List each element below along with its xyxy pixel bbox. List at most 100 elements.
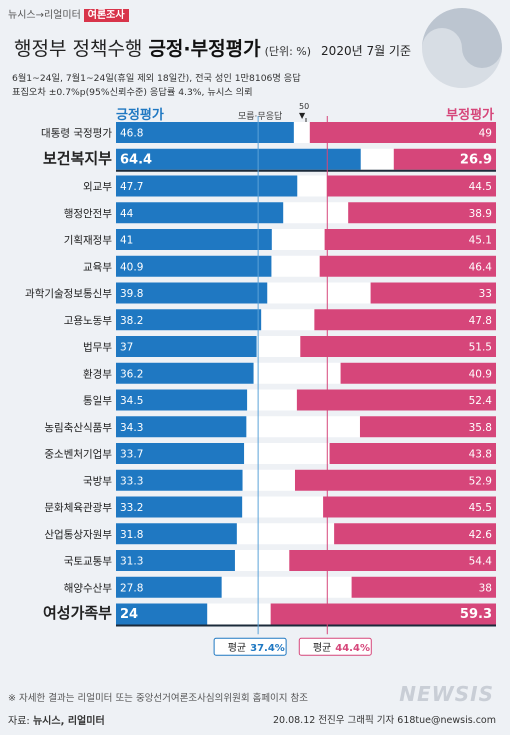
positive-bar: [116, 282, 268, 304]
negative-bar: [329, 443, 496, 464]
legend-negative: 부정평가: [446, 108, 494, 123]
negative-bar: [334, 523, 496, 545]
negative-value-label: 45.1: [469, 235, 492, 247]
positive-value-label: 33.2: [120, 502, 143, 514]
footnote: ※ 자세한 결과는 리얼미터 또는 중앙선거여론조사심의위원회 홈페이지 참조: [8, 693, 309, 704]
category-label: 법무부: [83, 342, 112, 354]
survey-desc-2: 표집오차 ±0.7%p(95%신뢰수준) 응답률 4.3%, 뉴시스 의뢰: [12, 87, 253, 98]
negative-value-label: 33: [479, 288, 492, 300]
positive-value-label: 36.2: [120, 368, 143, 380]
source-value: 뉴시스, 리얼미터: [32, 716, 105, 727]
emblem-icon: [422, 8, 502, 88]
survey-desc-1: 6월1~24일, 7월1~24일(휴일 제외 18일간), 전국 성인 1만81…: [12, 73, 301, 84]
positive-value-label: 33.7: [120, 449, 143, 461]
positive-value-label: 38.2: [120, 315, 143, 327]
category-label: 교육부: [83, 261, 112, 273]
negative-value-label: 44.5: [469, 181, 492, 193]
category-label: 고용노동부: [64, 315, 113, 327]
positive-value-label: 64.4: [120, 152, 152, 167]
positive-bar: [116, 576, 222, 598]
category-label: 행정안전부: [64, 208, 113, 220]
positive-bar: [116, 229, 272, 250]
source-line: 자료: 뉴시스, 리얼미터: [8, 712, 105, 727]
positive-value-label: 41: [120, 235, 133, 247]
positive-bar: [116, 443, 245, 464]
positive-value-label: 34.5: [120, 395, 143, 407]
positive-bar: [116, 336, 257, 357]
legend-positive: 긍정평가: [116, 108, 164, 123]
negative-average-box: [298, 637, 372, 656]
category-label: 외교부: [83, 181, 112, 193]
category-label: 해양수산부: [64, 581, 113, 594]
positive-value-label: 27.8: [120, 582, 143, 594]
highlight-underline: [116, 624, 496, 627]
positive-value-label: 34.3: [120, 422, 143, 434]
positive-bar: [116, 550, 235, 571]
negative-bar: [348, 202, 496, 224]
category-label: 여성가족부: [43, 604, 112, 622]
negative-value-label: 45.5: [469, 502, 492, 514]
negative-value-label: 42.6: [469, 529, 493, 541]
date-label: 2020년 7월 기준: [321, 44, 412, 58]
category-label: 기획재정부: [64, 235, 113, 247]
negative-bar: [319, 255, 496, 277]
negative-value-label: 43.8: [469, 449, 492, 461]
negative-average-value: 44.4%: [335, 643, 370, 654]
category-label: 문화체육관광부: [44, 502, 112, 514]
newsis-logo: NEWSIS: [399, 682, 494, 706]
positive-bar: [116, 416, 247, 438]
source-label: 자료:: [8, 716, 30, 727]
positive-value-label: 31.8: [120, 529, 143, 541]
negative-value-label: 46.4: [469, 261, 493, 273]
title-normal: 행정부 정책수행: [14, 38, 143, 60]
negative-bar: [294, 469, 496, 491]
category-label: 산업통상자원부: [44, 528, 112, 541]
positive-average-box: [213, 637, 287, 656]
negative-value-label: 26.9: [460, 152, 492, 167]
negative-bar: [309, 122, 496, 143]
title-bold: 긍정·부정평가: [148, 38, 261, 60]
positive-average-value: 37.4%: [250, 643, 285, 654]
negative-bar: [323, 496, 496, 518]
positive-value-label: 40.9: [120, 261, 143, 273]
positive-bar: [116, 175, 298, 197]
negative-bar: [359, 416, 496, 438]
negative-bar: [314, 309, 496, 331]
category-label: 환경부: [83, 367, 112, 380]
credit-line: 20.08.12 전진우 그래픽 기자 618tue@newsis.com: [272, 715, 496, 726]
positive-bar: [116, 362, 254, 384]
positive-value-label: 37: [120, 342, 133, 354]
positive-bar: [116, 469, 243, 491]
positive-bar: [116, 603, 208, 625]
negative-bar: [393, 148, 496, 170]
category-label: 국토교통부: [64, 556, 113, 568]
category-label: 중소벤처기업부: [44, 448, 112, 461]
negative-value-label: 38: [479, 582, 492, 594]
positive-value-label: 33.3: [120, 475, 143, 487]
positive-bar: [116, 202, 284, 224]
negative-value-label: 52.4: [469, 395, 493, 407]
positive-bar: [116, 309, 262, 331]
positive-bar: [116, 389, 248, 411]
positive-value-label: 39.8: [120, 288, 143, 300]
negative-bar: [289, 550, 496, 571]
positive-value-label: 44: [120, 208, 134, 220]
negative-bar: [296, 389, 496, 411]
category-label: 농림축산식품부: [44, 422, 112, 434]
positive-value-label: 47.7: [120, 181, 143, 193]
category-label: 보건복지부: [43, 149, 112, 167]
negative-bar: [340, 362, 496, 384]
positive-bar: [116, 148, 361, 170]
negative-bar: [326, 175, 496, 197]
brand-line: 뉴시스→리얼미터 여론조사: [8, 6, 129, 22]
negative-bar: [351, 576, 496, 598]
positive-bar: [116, 496, 243, 518]
positive-value-label: 31.3: [120, 556, 143, 568]
category-label: 과학기술정보통신부: [25, 288, 112, 300]
negative-bar: [324, 229, 496, 250]
fifty-marker-label: 50: [299, 102, 310, 111]
category-label: 통일부: [83, 394, 112, 407]
positive-value-label: 46.8: [120, 128, 143, 140]
unit-label: (단위: %): [264, 45, 312, 58]
